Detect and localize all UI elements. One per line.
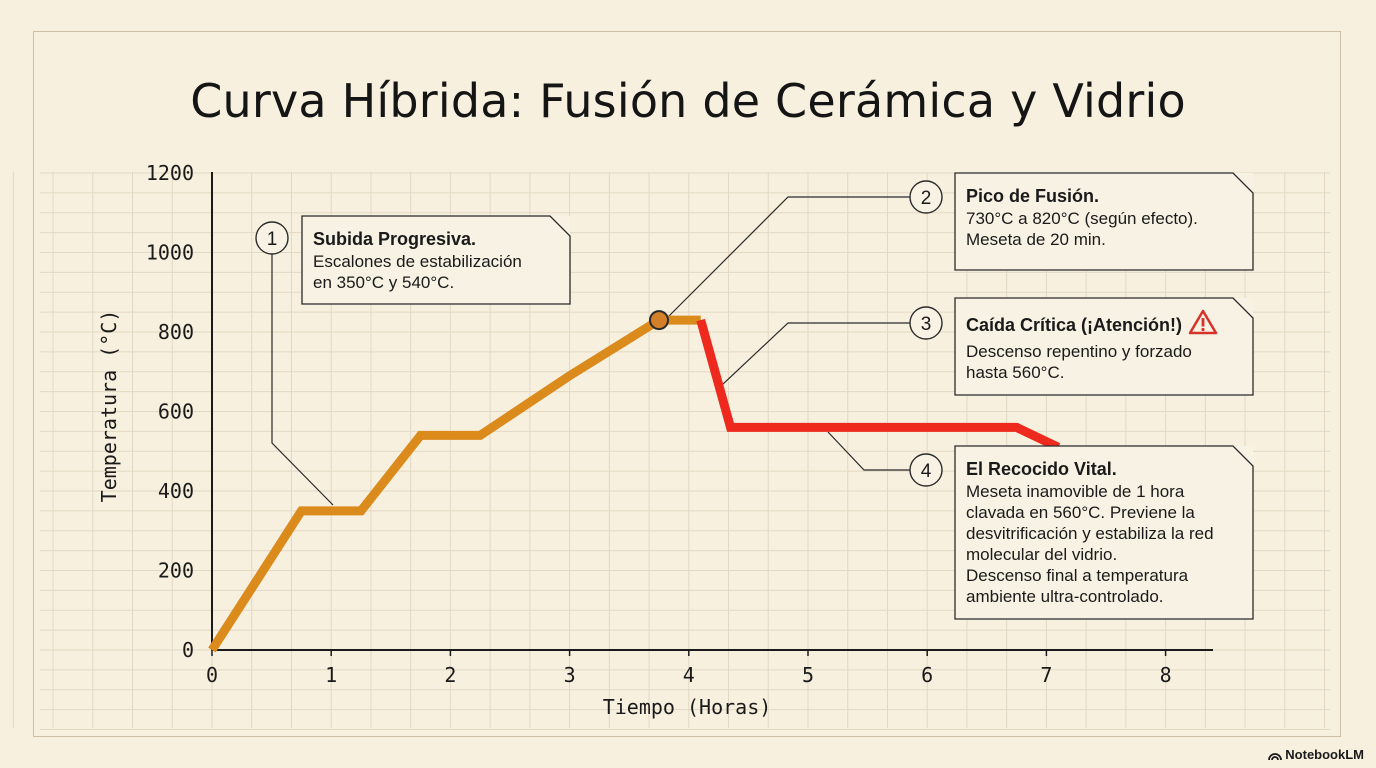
annotation-line: Descenso repentino y forzado	[966, 342, 1192, 361]
y-tick-label: 200	[158, 559, 194, 583]
x-tick-label: 0	[206, 663, 218, 687]
x-tick-label: 6	[921, 663, 933, 687]
y-tick-label: 400	[158, 479, 194, 503]
x-tick-label: 5	[802, 663, 814, 687]
y-tick-label: 1000	[146, 241, 194, 265]
tick-labels: 0 1 2 3 4 5 6 7 8 0 200 400 600 800 1000 1200	[146, 161, 1172, 687]
series-lines	[208, 315, 1061, 653]
leader-line-2	[666, 196, 910, 319]
annotation-recocido-vital: El Recocido Vital. Meseta inamovible de …	[955, 446, 1253, 619]
series-line-1	[208, 315, 701, 653]
annotation-line: ambiente ultra-controlado.	[966, 587, 1164, 606]
y-tick-label: 600	[158, 400, 194, 424]
annotation-caida-critica: Caída Crítica (¡Atención!) Descenso repe…	[955, 298, 1253, 395]
brand-watermark: NotebookLM	[1268, 747, 1364, 762]
annotation-line: molecular del vidrio.	[966, 545, 1118, 564]
annotation-line: Descenso final a temperatura	[966, 566, 1189, 585]
leader-lines	[271, 196, 910, 506]
y-tick-label: 800	[158, 320, 194, 344]
annotation-title-row: Caída Crítica (¡Atención!)	[966, 309, 1241, 341]
annotation-line: Meseta de 20 min.	[966, 230, 1106, 249]
annotation-line: 730°C a 820°C (según efecto).	[966, 209, 1198, 228]
annotation-title: Pico de Fusión.	[966, 186, 1100, 206]
brand-label: NotebookLM	[1285, 747, 1364, 762]
notebooklm-logo-icon	[1268, 753, 1283, 761]
y-axis-label: Temperatura (°C)	[97, 310, 121, 503]
chart-title: Curva Híbrida: Fusión de Cerámica y Vidr…	[190, 74, 1186, 128]
warning-icon	[1188, 309, 1218, 341]
x-tick-label: 8	[1160, 663, 1172, 687]
x-tick-label: 4	[683, 663, 695, 687]
peak-marker	[649, 310, 669, 331]
x-tick-label: 7	[1040, 663, 1052, 687]
y-tick-label: 1200	[146, 161, 194, 185]
markers	[649, 310, 669, 331]
annotation-title: Subida Progresiva.	[313, 229, 477, 249]
annotation-line: Escalones de estabilización	[313, 252, 522, 271]
y-tick-label: 0	[182, 638, 194, 662]
leader-line-3	[721, 322, 910, 386]
annotation-line: Meseta inamovible de 1 hora	[966, 482, 1185, 501]
annotation-title: Caída Crítica (¡Atención!)	[966, 315, 1183, 335]
annotation-line: hasta 560°C.	[966, 363, 1065, 382]
leader-line-4	[827, 431, 910, 471]
annotation-subida-progresiva: Subida Progresiva. Escalones de estabili…	[302, 216, 570, 304]
annotation-pico-de-fusion: Pico de Fusión. 730°C a 820°C (según efe…	[955, 173, 1253, 270]
annotation-line: en 350°C y 540°C.	[313, 273, 455, 292]
x-tick-label: 2	[444, 663, 456, 687]
annotation-title: El Recocido Vital.	[966, 459, 1117, 479]
x-tick-label: 1	[325, 663, 337, 687]
annotation-line: desvitrificación y estabiliza la red	[966, 524, 1214, 543]
leader-line-1	[271, 252, 334, 506]
x-axis-label: Tiempo (Horas)	[603, 695, 772, 719]
chart-frame	[33, 31, 1341, 737]
series-line-2	[696, 318, 1061, 452]
annotation-line: clavada en 560°C. Previene la	[966, 503, 1195, 522]
x-tick-label: 3	[564, 663, 576, 687]
